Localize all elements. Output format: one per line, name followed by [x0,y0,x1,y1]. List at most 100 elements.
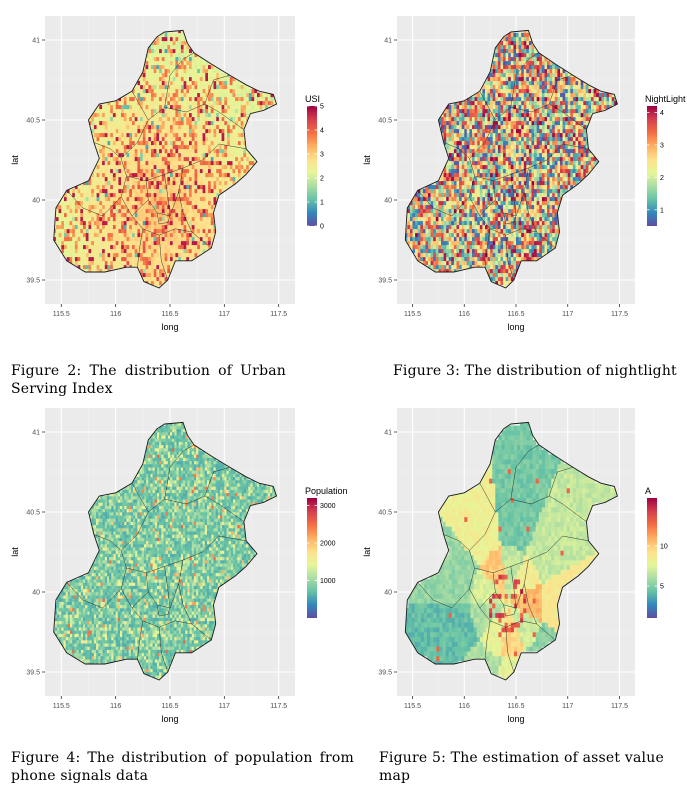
raster-cell [88,252,92,258]
raster-cell [110,196,114,202]
raster-cell [175,216,179,222]
raster-cell [425,244,429,250]
raster-cell [178,164,182,170]
raster-cell [461,192,465,198]
raster-cell [129,176,133,182]
raster-cell [246,168,250,174]
raster-cell [415,224,418,230]
raster-cell [516,264,519,270]
raster-cell [492,200,496,206]
raster-cell [451,132,455,138]
raster-cell [422,216,426,222]
raster-cell [485,164,488,170]
raster-cell [199,116,203,122]
raster-cell [91,212,95,218]
raster-cell [425,256,429,262]
raster-cell [145,196,149,202]
raster-cell [137,192,141,198]
raster-cell [115,248,119,254]
raster-cell [528,252,532,258]
raster-cell [134,124,138,130]
raster-cell [102,176,106,182]
raster-cell [474,256,478,262]
raster-cell [202,112,206,118]
raster-cell [461,248,465,254]
raster-cell [508,180,512,186]
raster-cell [240,132,244,138]
raster-cell [461,176,465,182]
raster-cell [523,120,527,126]
raster-cell [93,232,97,238]
raster-cell [469,112,473,118]
raster-cell [224,132,228,138]
raster-cell [482,144,486,150]
raster-cell [115,196,119,202]
raster-cell [459,212,462,218]
raster-cell [88,180,92,186]
raster-cell [205,128,209,134]
raster-cell [508,184,512,190]
raster-cell [497,72,501,78]
raster-cell [464,248,468,254]
raster-cell [104,116,108,122]
raster-cell [503,148,506,154]
y-tick-label: 40 [32,198,40,205]
raster-cell [112,212,116,218]
raster-cell [474,212,478,218]
raster-cell [409,236,413,242]
raster-cell [451,208,455,214]
raster-cell [464,264,468,270]
raster-cell [69,208,73,214]
raster-cell [229,136,233,142]
raster-cell [189,232,192,238]
raster-cell [430,192,434,198]
raster-cell [151,92,154,98]
raster-cell [83,240,86,246]
raster-cell [477,188,481,194]
raster-cell [459,208,462,214]
raster-cell [110,188,114,194]
raster-cell [142,132,146,138]
raster-cell [510,44,514,50]
raster-cell [189,112,192,118]
raster-cell [513,44,517,50]
raster-cell [180,196,184,202]
raster-cell [518,192,522,198]
raster-cell [91,224,95,230]
raster-cell [216,144,220,150]
raster-cell [420,200,424,206]
raster-cell [126,120,130,126]
raster-cell [132,184,135,190]
raster-cell [526,216,530,222]
raster-cell [472,224,475,230]
raster-cell [123,164,127,170]
raster-cell [500,148,504,154]
raster-cell [148,72,152,78]
raster-cell [446,104,450,110]
raster-cell [199,108,203,114]
raster-cell [528,204,532,210]
raster-cell [523,108,527,114]
raster-cell [523,92,527,98]
raster-cell [208,68,211,74]
raster-cell [474,252,478,258]
raster-cell [466,204,470,210]
raster-cell [161,132,165,138]
raster-cell [243,88,247,94]
raster-cell [428,212,431,218]
raster-cell [441,124,444,130]
raster-cell [251,92,255,98]
raster-cell [99,228,103,234]
raster-cell [153,184,157,190]
raster-cell [74,208,78,214]
raster-cell [151,148,154,154]
raster-cell [93,180,97,186]
raster-cell [221,160,225,166]
raster-cell [428,236,431,242]
raster-cell [172,72,176,78]
raster-cell [107,204,111,210]
raster-cell [505,148,509,154]
raster-cell [516,84,519,90]
raster-cell [516,72,519,78]
raster-cell [134,196,138,202]
